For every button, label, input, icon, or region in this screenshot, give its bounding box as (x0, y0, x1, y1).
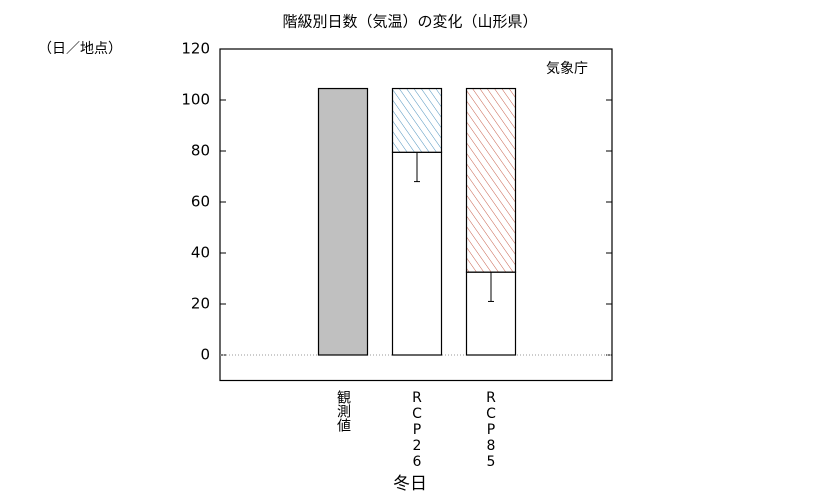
x-tick-label: RCP85 (483, 390, 499, 470)
x-label: 冬日 (393, 474, 427, 494)
bar-segment (317, 87, 369, 356)
x-tick-label: RCP26 (409, 390, 425, 470)
y-tick-label: 80 (191, 142, 210, 160)
y-tick-label: 40 (191, 244, 210, 262)
annotation: 気象庁 (546, 61, 588, 77)
y-unit: （日／地点） (38, 41, 122, 57)
plot-frame (219, 48, 613, 382)
bar-segment (465, 87, 517, 273)
chart-title: 階級別日数（気温）の変化（山形県） (282, 13, 537, 31)
bar-segment (391, 151, 443, 356)
y-tick-label: 120 (181, 40, 210, 58)
y-tick-label: 60 (191, 193, 210, 211)
x-tick-label: 観測値 (335, 389, 351, 432)
bar-segment (391, 87, 443, 153)
y-tick-label: 20 (191, 295, 210, 313)
y-tick-label: 100 (181, 91, 210, 109)
y-tick-label: 0 (200, 346, 210, 364)
